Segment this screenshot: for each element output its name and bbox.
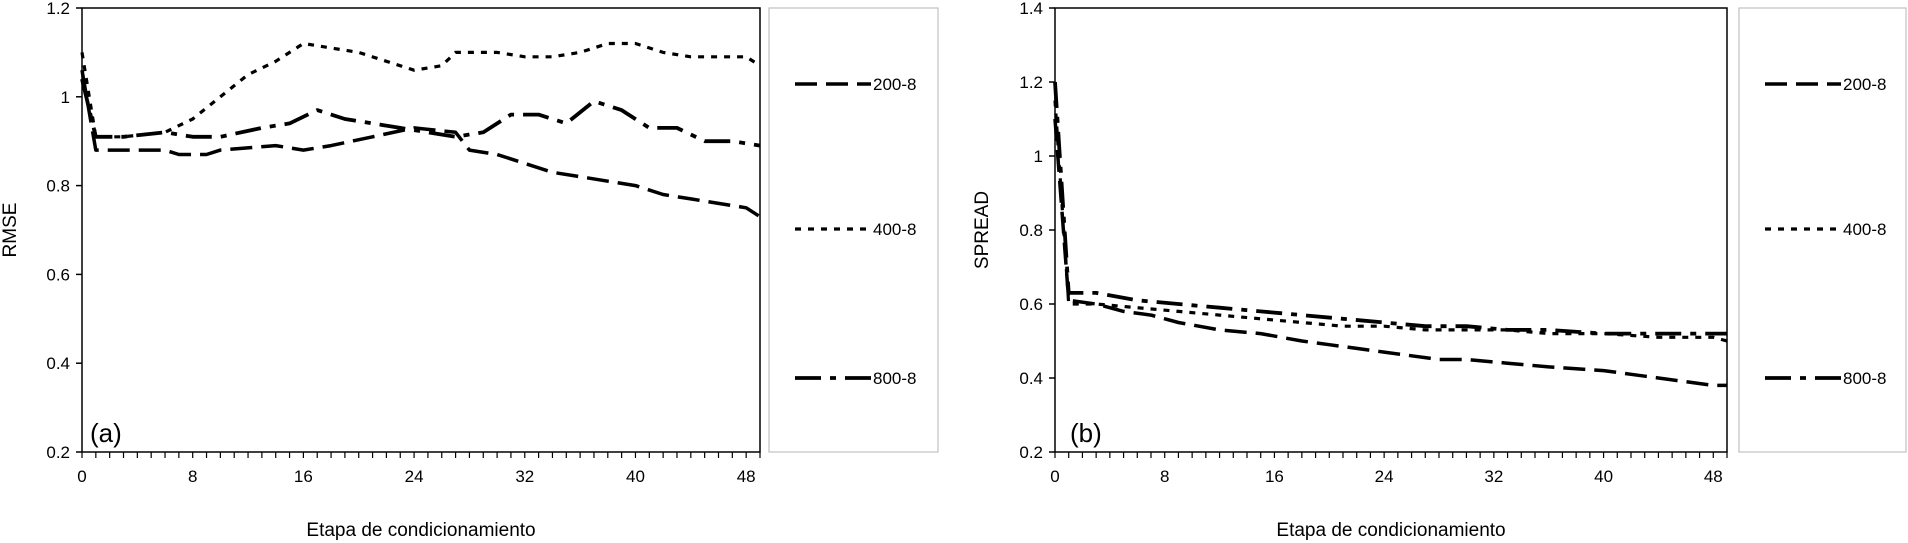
chart-1-plot-frame xyxy=(81,7,761,453)
chart-1-series-800-8 xyxy=(80,78,761,148)
chart-2-x-axis-title: Etapa de condicionamiento xyxy=(1276,520,1505,541)
chart-2-legend-label-200-8: 200-8 xyxy=(1843,75,1886,94)
chart-2-x-tick-label: 48 xyxy=(1704,467,1723,486)
chart-1-x-tick-label: 8 xyxy=(188,467,197,486)
chart-2-y-tick-label: 0.6 xyxy=(1019,295,1043,314)
chart-1-legend-box xyxy=(768,7,939,453)
chart-2-legend-label-400-8: 400-8 xyxy=(1843,220,1886,239)
chart-1-panel-label: (a) xyxy=(90,418,122,448)
chart-2-y-tick-label: 1 xyxy=(1034,147,1043,166)
chart-1-y-tick-label: 0.4 xyxy=(46,354,70,373)
chart-2-y-tick-label: 1.4 xyxy=(1019,0,1043,18)
chart-2-x-tick-label: 16 xyxy=(1265,467,1284,486)
chart-1-x-tick-label: 48 xyxy=(737,467,756,486)
chart-1-x-axis-title: Etapa de condicionamiento xyxy=(306,520,535,541)
chart-2-series-800-8 xyxy=(1053,81,1727,336)
chart-1-series-200-8 xyxy=(80,69,761,219)
chart-1-y-tick-label: 0.8 xyxy=(46,177,70,196)
chart-2-plot-frame xyxy=(1054,7,1728,453)
chart-1-legend-label-800-8: 800-8 xyxy=(873,369,916,388)
chart-2-x-tick-label: 24 xyxy=(1375,467,1394,486)
chart-2-x-tick-label: 32 xyxy=(1484,467,1503,486)
chart-1-y-tick-label: 1.2 xyxy=(46,0,70,18)
chart-1-x-tick-label: 32 xyxy=(515,467,534,486)
chart-2-series-400-8 xyxy=(1053,100,1728,343)
chart-2-x-tick-label: 0 xyxy=(1050,467,1059,486)
chart-2-legend-label-800-8: 800-8 xyxy=(1843,369,1886,388)
chart-1-y-tick-label: 1 xyxy=(61,88,70,107)
chart-2-y-tick-label: 1.2 xyxy=(1019,73,1043,92)
chart-1-legend-label-200-8: 200-8 xyxy=(873,75,916,94)
chart-2-legend-box xyxy=(1738,7,1907,453)
chart-1-y-tick-label: 0.2 xyxy=(46,443,70,462)
chart-1-series-400-8 xyxy=(80,41,761,139)
chart-1-y-tick-label: 0.6 xyxy=(46,265,70,284)
chart-1-x-tick-label: 24 xyxy=(405,467,424,486)
chart-2-x-tick-label: 40 xyxy=(1594,467,1613,486)
chart-1-legend-label-400-8: 400-8 xyxy=(873,220,916,239)
chart-1-y-axis-title: RMSE xyxy=(0,203,21,258)
chart-2-panel-label: (b) xyxy=(1070,418,1102,448)
chart-2-y-tick-label: 0.4 xyxy=(1019,369,1043,388)
chart-1-x-tick-label: 0 xyxy=(77,467,86,486)
chart-2-x-tick-label: 8 xyxy=(1160,467,1169,486)
chart-2-y-axis-title: SPREAD xyxy=(972,191,993,269)
chart-1-x-tick-label: 40 xyxy=(626,467,645,486)
chart-2-y-tick-label: 0.2 xyxy=(1019,443,1043,462)
chart-2-series-200-8 xyxy=(1053,118,1727,388)
chart-2-y-tick-label: 0.8 xyxy=(1019,221,1043,240)
chart-1-x-tick-label: 16 xyxy=(294,467,313,486)
